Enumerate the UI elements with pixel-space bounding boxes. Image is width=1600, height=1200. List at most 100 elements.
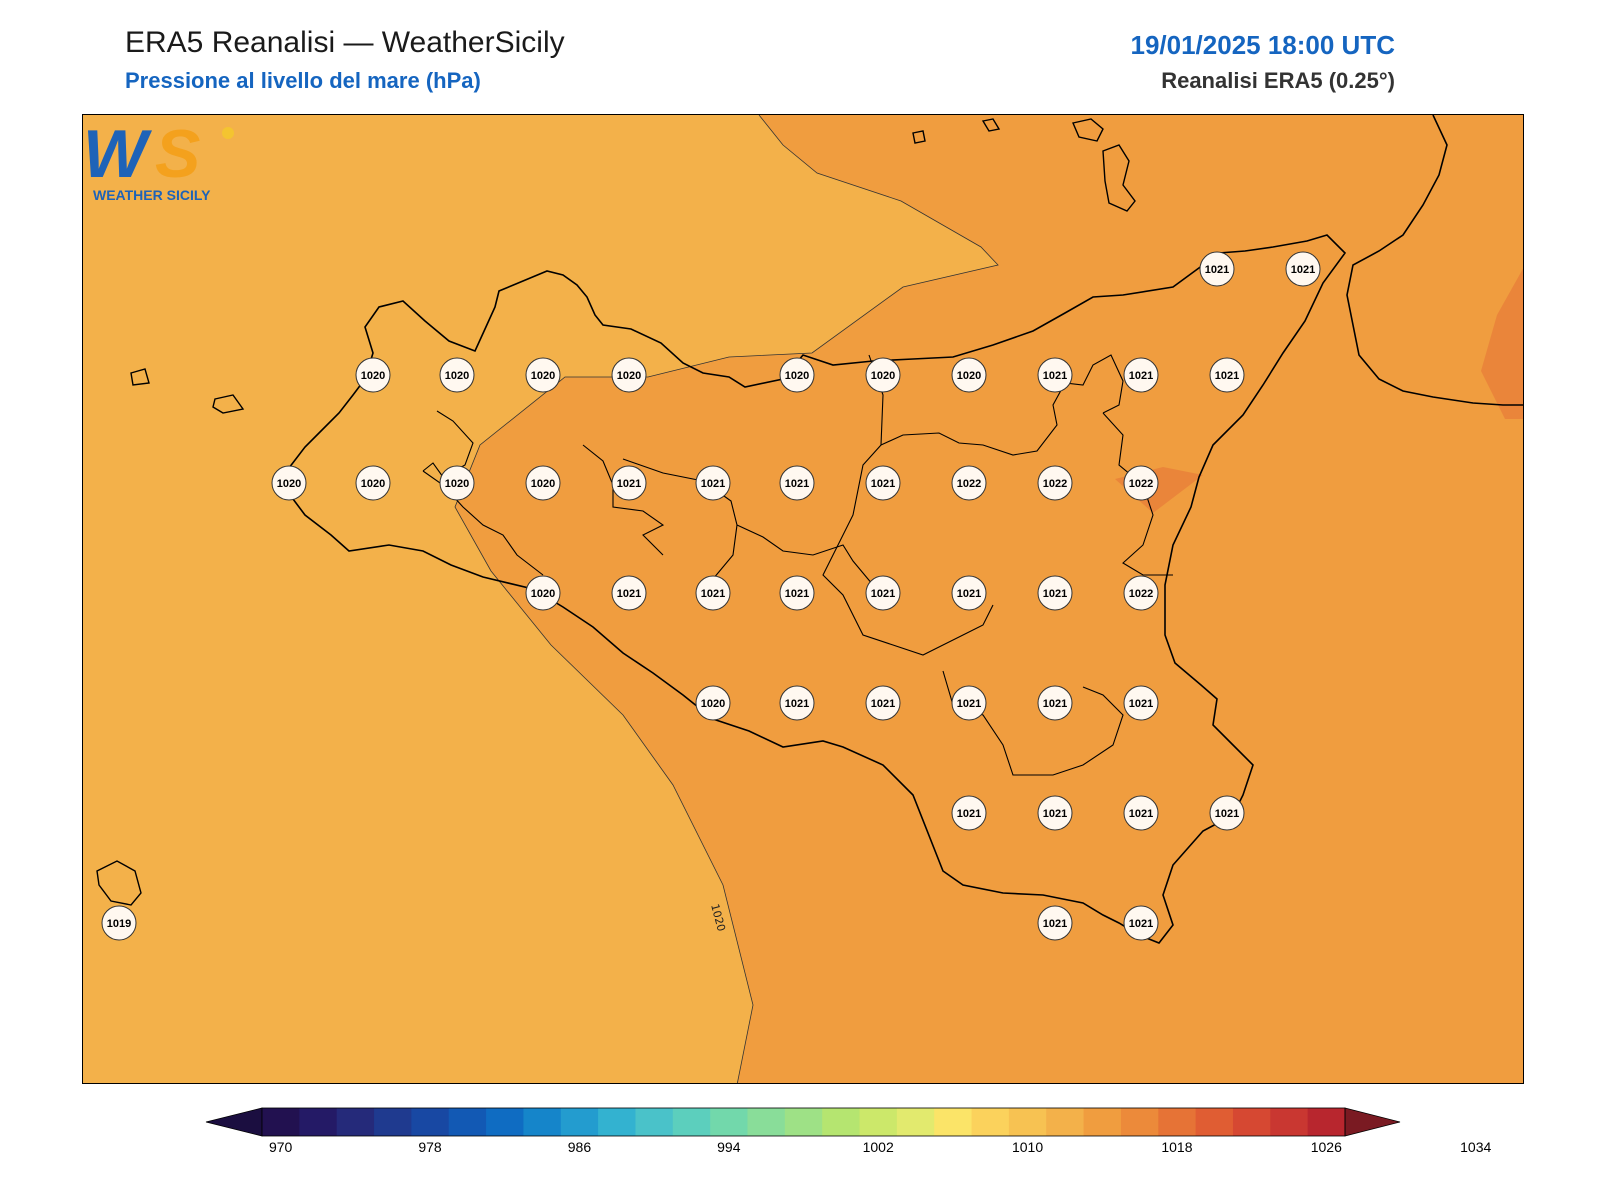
- station-circle: [695, 465, 731, 501]
- station-marker: 1021: [865, 465, 901, 501]
- station-value: 1020: [445, 478, 469, 490]
- station-circle: [1209, 795, 1245, 831]
- map-title: ERA5 Reanalisi — WeatherSicily: [125, 26, 565, 59]
- colorbar-tick-label: 1034: [1460, 1139, 1491, 1155]
- station-circle: [1037, 795, 1073, 831]
- colorbar-tick-label: 1002: [863, 1139, 894, 1155]
- weather-sicily-logo: W S WEATHER SICILY: [83, 116, 234, 203]
- station-circle: [1123, 685, 1159, 721]
- station-circle: [951, 465, 987, 501]
- colorbar-swatch: [1008, 1108, 1047, 1136]
- station-circle: [1037, 905, 1073, 941]
- colorbar-swatch: [448, 1108, 487, 1136]
- station-circle: [951, 685, 987, 721]
- station-marker: 1021: [695, 465, 731, 501]
- isobar-1020: [454, 115, 999, 1083]
- colorbar-swatch: [822, 1108, 861, 1136]
- colorbar-swatch: [859, 1108, 898, 1136]
- station-marker: 1021: [1123, 357, 1159, 393]
- colorbar-tick-label: 986: [568, 1139, 592, 1155]
- sicily-coastline: [277, 234, 1347, 944]
- station-marker: 1020: [525, 357, 561, 393]
- station-value: 1021: [1215, 370, 1239, 382]
- station-circle: [1123, 905, 1159, 941]
- station-value: 1021: [785, 588, 809, 600]
- colorbar-swatch: [784, 1108, 823, 1136]
- colorbar-swatch: [598, 1108, 636, 1136]
- station-circle: [1123, 357, 1159, 393]
- colorbar-tick-label: 1026: [1311, 1139, 1342, 1155]
- calabria-coastline: [1346, 115, 1523, 406]
- station-marker: 1020: [525, 575, 561, 611]
- station-marker: 1020: [951, 357, 987, 393]
- station-circle: [951, 795, 987, 831]
- station-value: 1021: [957, 588, 981, 600]
- station-value: 1020: [361, 370, 385, 382]
- station-value: 1021: [1129, 918, 1153, 930]
- station-marker: 1021: [779, 685, 815, 721]
- station-marker: 1021: [611, 575, 647, 611]
- station-marker: 1021: [779, 575, 815, 611]
- band-1022-1024-east: [1481, 268, 1523, 419]
- station-circle: [951, 575, 987, 611]
- station-marker: 1021: [865, 685, 901, 721]
- station-circle: [779, 465, 815, 501]
- station-marker: 1021: [1123, 905, 1159, 941]
- station-marker: 1021: [951, 685, 987, 721]
- station-markers: 1021 1021 1020 1020 1020 1020 1020 1020 1020 1021…: [101, 251, 1321, 941]
- station-value: 1021: [1043, 808, 1067, 820]
- station-marker: 1021: [695, 575, 731, 611]
- station-marker: 1021: [951, 575, 987, 611]
- colorbar-swatch: [747, 1108, 786, 1136]
- colorbar-swatch: [971, 1108, 1010, 1136]
- station-value: 1021: [701, 478, 725, 490]
- station-value: 1021: [701, 588, 725, 600]
- colorbar-swatch: [262, 1108, 300, 1136]
- colorbar-swatch: [1120, 1108, 1159, 1136]
- station-value: 1021: [1129, 370, 1153, 382]
- station-circle: [355, 357, 391, 393]
- data-source: Reanalisi ERA5 (0.25°): [1161, 68, 1395, 93]
- station-value: 1021: [871, 588, 895, 600]
- station-marker: 1021: [1209, 795, 1245, 831]
- station-marker: 1020: [695, 685, 731, 721]
- valid-datetime: 19/01/2025 18:00 UTC: [1130, 30, 1395, 60]
- station-value: 1021: [785, 478, 809, 490]
- station-circle: [865, 357, 901, 393]
- station-marker: 1021: [1037, 795, 1073, 831]
- station-value: 1020: [531, 370, 555, 382]
- station-marker: 1020: [779, 357, 815, 393]
- station-marker: 1020: [271, 465, 307, 501]
- station-value: 1021: [617, 478, 641, 490]
- station-value: 1021: [1043, 918, 1067, 930]
- station-value: 1021: [1215, 808, 1239, 820]
- station-marker: 1021: [951, 795, 987, 831]
- station-marker: 1020: [525, 465, 561, 501]
- station-circle: [439, 357, 475, 393]
- station-value: 1021: [957, 808, 981, 820]
- station-marker: 1021: [1037, 357, 1073, 393]
- band-1020-1022: [455, 115, 1523, 1083]
- station-marker: 1020: [865, 357, 901, 393]
- station-circle: [101, 905, 137, 941]
- colorbar-swatch: [523, 1108, 562, 1136]
- station-value: 1022: [1129, 588, 1153, 600]
- station-value: 1021: [1205, 264, 1229, 276]
- station-marker: 1021: [1285, 251, 1321, 287]
- station-value: 1021: [1043, 370, 1067, 382]
- station-circle: [1123, 575, 1159, 611]
- colorbar-swatch: [1195, 1108, 1234, 1136]
- station-marker: 1020: [355, 357, 391, 393]
- station-value: 1022: [1043, 478, 1067, 490]
- station-circle: [1209, 357, 1245, 393]
- station-marker: 1020: [611, 357, 647, 393]
- station-marker: 1021: [1037, 575, 1073, 611]
- colorbar-swatch: [672, 1108, 711, 1136]
- station-marker: 1021: [865, 575, 901, 611]
- station-circle: [611, 575, 647, 611]
- colorbar-arrow-low: [205, 1107, 263, 1137]
- station-circle: [439, 465, 475, 501]
- colorbar-swatch: [934, 1108, 973, 1136]
- station-marker: 1019: [101, 905, 137, 941]
